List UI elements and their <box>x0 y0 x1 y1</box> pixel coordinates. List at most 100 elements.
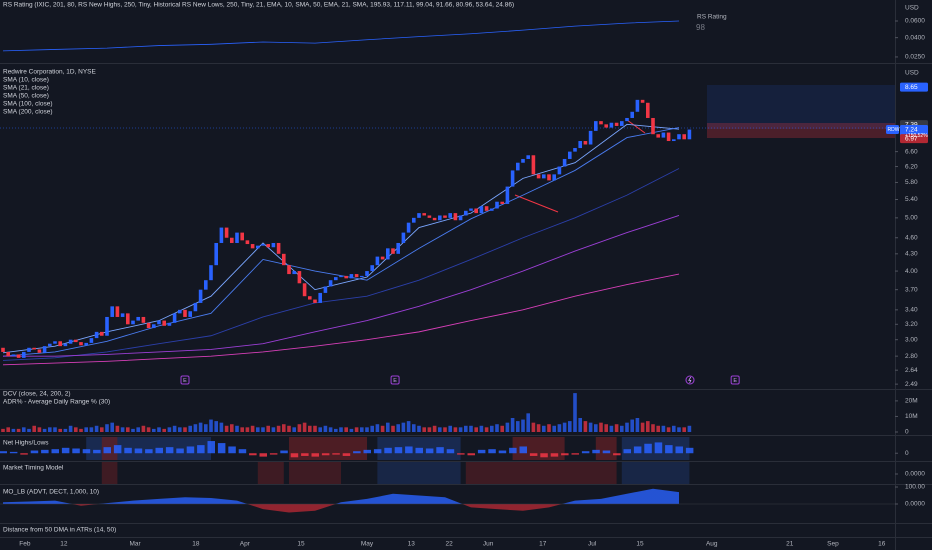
rs-name: RS Rating <box>697 14 727 21</box>
volume-bar <box>318 427 322 432</box>
volume-bar <box>204 424 208 432</box>
candle <box>16 354 21 358</box>
volume-bar <box>552 425 556 432</box>
candle <box>427 215 432 218</box>
volume-bar <box>609 425 614 432</box>
nhl-bar <box>602 450 611 454</box>
nhl-bar <box>186 446 195 454</box>
nhl-bar <box>675 446 683 454</box>
volume-bar <box>620 425 624 432</box>
mtm-legend: Market Timing Model <box>3 465 64 472</box>
nhl-bar <box>93 449 101 454</box>
nhl-bar <box>176 448 184 454</box>
volume-bar <box>401 422 406 432</box>
candle <box>417 213 421 218</box>
volume-bar <box>646 421 650 432</box>
volume-bar <box>11 428 16 432</box>
y-tick-label: 0.0000 <box>905 501 925 508</box>
legend-entry: SMA (21, close) <box>3 85 49 92</box>
candle <box>141 316 146 323</box>
candle <box>583 141 588 145</box>
currency: USD <box>905 70 919 77</box>
volume-bar <box>484 427 489 432</box>
candle <box>172 313 177 323</box>
lightning <box>688 376 692 384</box>
volume-bar <box>22 427 26 432</box>
candle <box>74 339 78 343</box>
volume-bar <box>120 427 125 432</box>
nhl-bar <box>613 453 621 456</box>
volume-bar <box>131 428 135 432</box>
nhl-bar <box>249 453 257 456</box>
band <box>101 462 118 484</box>
sma-line <box>2 273 680 366</box>
candle <box>375 256 380 266</box>
band <box>257 462 284 484</box>
volume-bar <box>490 425 494 432</box>
volume-bar <box>323 425 328 432</box>
candle <box>126 313 130 325</box>
volume-bar <box>635 418 640 432</box>
volume-bar <box>422 427 426 432</box>
rs-legend: RS Rating (IXIC, 201, 80, RS New Highs, … <box>3 2 514 9</box>
candle <box>666 132 671 142</box>
candle <box>490 208 494 211</box>
nhl-bar <box>311 453 319 457</box>
volume-bar <box>505 422 510 432</box>
candle <box>682 134 686 140</box>
volume-bar <box>193 424 198 432</box>
nhl-bar <box>72 448 80 454</box>
candle <box>240 232 244 241</box>
band <box>377 462 461 484</box>
volume-bar <box>32 425 36 432</box>
volume-bar <box>651 424 655 432</box>
y-tick-label: 2.49 <box>905 381 918 388</box>
price-badge-label: 7.39 <box>905 121 918 128</box>
candle <box>297 271 302 284</box>
x-tick-label: Sep <box>827 541 839 548</box>
nhl-bar <box>550 453 559 457</box>
mo-legend: MO_LB (ADVT, DECT, 1,000, 10) <box>3 489 99 496</box>
candle <box>458 215 463 221</box>
vol-legend: DCV (close, 24, 200, 2) <box>3 391 71 398</box>
volume-bar <box>68 425 73 432</box>
volume-bar <box>599 422 603 432</box>
legend-entry: SMA (50, close) <box>3 93 49 100</box>
x-tick-label: Feb <box>19 541 31 548</box>
legend-entry: SMA (10, close) <box>3 77 49 84</box>
volume-bar <box>287 425 291 432</box>
nhl-bar <box>363 449 371 454</box>
y-tick-label: 0.0400 <box>905 34 925 41</box>
nhl-bar <box>41 449 49 454</box>
candle <box>266 244 270 248</box>
candle <box>136 316 140 321</box>
candle <box>646 102 650 118</box>
y-tick-label: 4.00 <box>905 268 918 275</box>
volume-bar <box>594 424 598 432</box>
volume-bar <box>94 425 99 432</box>
symbol-tag: RDW <box>888 127 900 133</box>
volume-bar <box>474 427 478 432</box>
candle <box>547 174 551 181</box>
nhl-legend: Net Highs/Lows <box>3 440 49 447</box>
volume-bar <box>344 427 348 432</box>
volume-bar <box>531 422 536 432</box>
nhl-bar <box>228 446 236 454</box>
candle <box>365 271 369 276</box>
candle <box>193 302 198 312</box>
nhl-bar <box>425 448 434 454</box>
nhl-bar <box>269 453 278 455</box>
y-tick-label: 6.60 <box>905 148 918 155</box>
volume-bar <box>458 427 463 432</box>
y-tick-label: 3.00 <box>905 336 918 343</box>
nhl-bar <box>217 443 226 454</box>
price-badge <box>900 82 928 92</box>
candle <box>167 322 172 326</box>
candle <box>152 324 156 329</box>
candle <box>479 206 484 214</box>
candle <box>339 275 343 278</box>
event-label: E <box>183 378 187 384</box>
vol-legend: ADR% - Average Daily Range % (30) <box>3 399 110 406</box>
nhl-bar <box>0 451 7 454</box>
